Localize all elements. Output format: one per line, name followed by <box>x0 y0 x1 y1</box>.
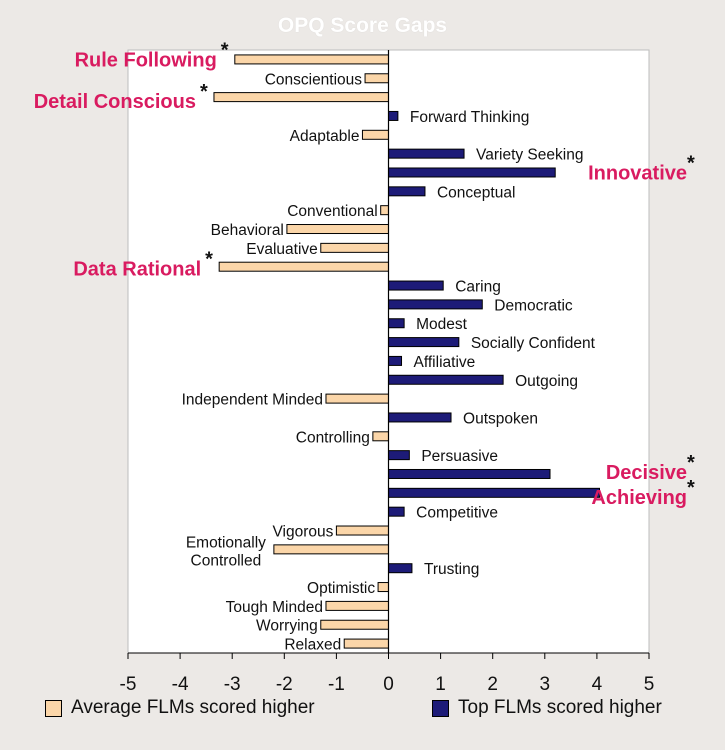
bar-label: Variety Seeking <box>476 147 583 164</box>
bar-label: Outgoing <box>515 373 578 390</box>
legend-swatch-average <box>45 699 62 717</box>
bar-label: Trusting <box>424 561 479 578</box>
bar-label: Behavioral <box>211 222 284 239</box>
bar <box>388 487 601 498</box>
x-tick-label: -3 <box>224 674 241 695</box>
bar <box>320 619 389 630</box>
bar-label: Caring <box>455 279 501 296</box>
bar <box>213 92 389 103</box>
bar-label: Democratic <box>494 297 573 314</box>
bar-label: Controlling <box>296 429 370 446</box>
bar <box>388 506 405 517</box>
bar <box>361 129 390 140</box>
bar <box>335 525 389 536</box>
bar-label: Emotionally Controlled <box>186 534 266 569</box>
bar <box>388 186 426 197</box>
bar-label: Competitive <box>416 505 498 522</box>
bar <box>388 318 405 329</box>
bar <box>377 582 389 593</box>
x-tick-label: 3 <box>540 674 551 695</box>
x-tick-label: 0 <box>383 674 394 695</box>
bar-label-highlight: Detail Conscious <box>34 91 196 113</box>
bar-label: Persuasive <box>421 448 498 465</box>
x-tick-label: -1 <box>328 674 345 695</box>
x-tick-label: -5 <box>120 674 137 695</box>
legend-label-average: Average FLMs scored higher <box>71 697 315 718</box>
bar <box>388 299 483 310</box>
legend-swatch-top <box>432 699 449 717</box>
x-tick-label: 2 <box>487 674 498 695</box>
bar <box>234 54 389 65</box>
legend-average-flms: Average FLMs scored higher <box>45 697 315 719</box>
bar-label: Vigorous <box>272 524 333 541</box>
significance-star: * <box>687 452 695 474</box>
bar <box>388 412 452 423</box>
bar <box>388 280 444 291</box>
bar <box>388 167 556 178</box>
bar-label-highlight: Innovative <box>588 162 687 184</box>
bar <box>388 355 403 366</box>
bar <box>380 205 389 216</box>
bar <box>325 600 390 611</box>
bar <box>388 148 465 159</box>
bar-label: Conventional <box>287 203 377 220</box>
bar-label: Conceptual <box>437 184 515 201</box>
x-tick-label: -4 <box>172 674 189 695</box>
x-tick-label: 1 <box>435 674 446 695</box>
bar-label: Forward Thinking <box>410 109 529 126</box>
bar-label: Affiliative <box>414 354 476 371</box>
bar-label: Socially Confident <box>471 335 596 352</box>
significance-star: * <box>221 39 229 61</box>
legend-top-flms: Top FLMs scored higher <box>432 697 662 719</box>
bar-label: Worrying <box>256 618 318 635</box>
x-tick-label: -2 <box>276 674 293 695</box>
bar-label: Optimistic <box>307 580 375 597</box>
significance-star: * <box>205 249 213 271</box>
bar <box>273 544 390 555</box>
chart-title: OPQ Score Gaps <box>277 14 448 37</box>
bar <box>388 374 504 385</box>
significance-star: * <box>200 81 208 103</box>
significance-star: * <box>687 477 695 499</box>
bar <box>388 110 399 121</box>
bar-label: Independent Minded <box>182 392 323 409</box>
x-tick-label: 5 <box>644 674 655 695</box>
bar <box>388 468 551 479</box>
bar-label: Relaxed <box>284 637 341 654</box>
bar-label: Conscientious <box>265 71 363 88</box>
x-tick-label: 4 <box>592 674 603 695</box>
bar <box>320 242 389 253</box>
bar <box>372 431 389 442</box>
bar-label: Tough Minded <box>226 599 323 616</box>
bar-label-highlight: Data Rational <box>73 259 201 281</box>
bar <box>388 450 410 461</box>
legend-label-top: Top FLMs scored higher <box>458 697 662 718</box>
bar <box>343 638 389 649</box>
bar-label-highlight: Achieving <box>591 487 687 509</box>
bar-label: Outspoken <box>463 410 538 427</box>
bar-label: Modest <box>416 316 468 333</box>
bar <box>364 73 389 84</box>
bar-label: Adaptable <box>290 128 360 145</box>
bar <box>325 393 390 404</box>
bar-label-highlight: Decisive <box>606 462 687 484</box>
bar-label: Evaluative <box>246 241 318 258</box>
bar <box>286 224 389 235</box>
significance-star: * <box>687 152 695 174</box>
bar-label-highlight: Rule Following <box>75 49 217 71</box>
bar <box>218 261 389 272</box>
bar <box>388 337 460 348</box>
bar <box>388 563 413 574</box>
